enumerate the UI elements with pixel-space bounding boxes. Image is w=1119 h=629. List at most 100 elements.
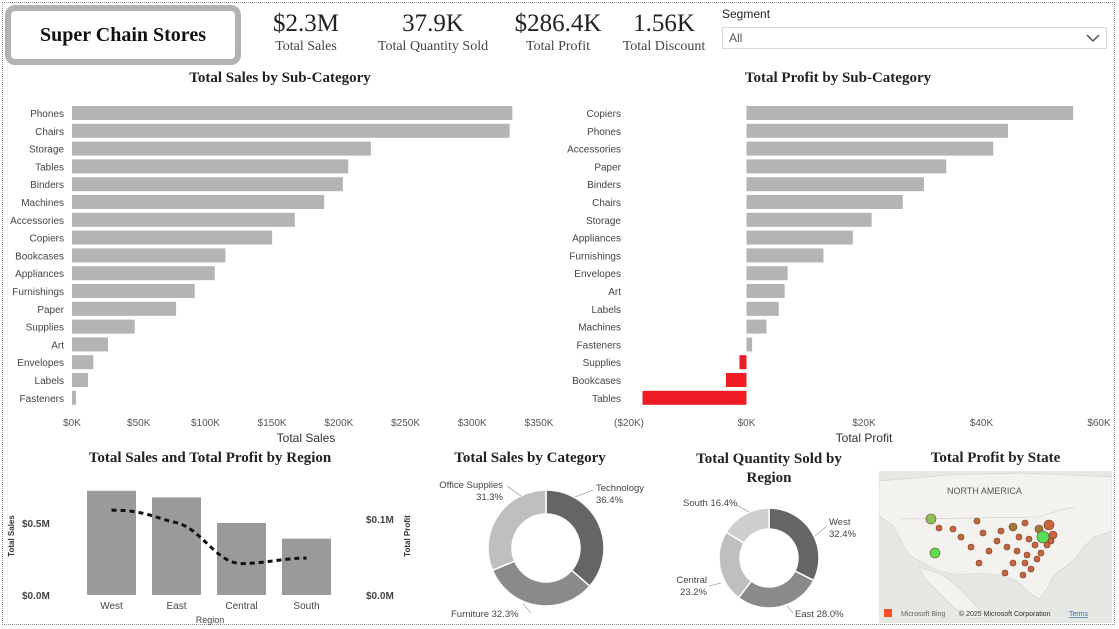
- state-bubble: [1047, 537, 1055, 545]
- x-tick-label: $350K: [525, 418, 554, 429]
- slice-label: Furniture 32.3%: [451, 609, 519, 620]
- category-label: Binders: [30, 180, 64, 191]
- x-tick-label: $20K: [852, 418, 876, 429]
- category-label: Accessories: [10, 216, 64, 227]
- bar: [72, 230, 273, 245]
- bar: [72, 266, 215, 281]
- x-tick-label: ($20K): [614, 418, 644, 429]
- state-bubble: [1008, 522, 1018, 532]
- segment-value: All: [729, 31, 743, 45]
- bar: [746, 266, 788, 281]
- category-label: Storage: [586, 216, 621, 227]
- bar: [746, 123, 1008, 138]
- profit-line: [111, 508, 307, 566]
- region-label: West: [100, 601, 123, 612]
- y-axis-title: Total Sales: [7, 515, 16, 557]
- bar: [72, 212, 295, 227]
- bar: [746, 248, 824, 263]
- bar: [739, 355, 747, 370]
- bar: [72, 319, 135, 334]
- state-bubble: [1043, 541, 1051, 549]
- land-mass: [879, 472, 1112, 600]
- bar: [72, 301, 177, 316]
- state-bubble: [949, 525, 957, 533]
- chart-title-region: Total Sales and Total Profit by Region: [88, 450, 332, 466]
- bar: [72, 141, 371, 156]
- bar: [746, 195, 903, 209]
- category-label: Furnishings: [569, 251, 621, 262]
- leader-line: [736, 504, 750, 513]
- category-label: Accessories: [567, 145, 621, 156]
- state-bubble: [975, 559, 983, 567]
- chart-title-profit-subcat: Total Profit by Sub-Category: [744, 70, 932, 86]
- state-bubble: [1025, 535, 1033, 543]
- bar: [746, 212, 872, 227]
- x-tick-label: $60K: [1087, 418, 1111, 429]
- kpi-value: $2.3M: [273, 10, 339, 37]
- kpi-total-sales: $2.3M Total Sales: [262, 9, 350, 55]
- state-bubble: [1033, 555, 1041, 563]
- kpi-total-discount: 1.56K Total Discount: [618, 9, 710, 55]
- region-bar: [152, 497, 201, 595]
- slice-label: Technology: [596, 483, 644, 494]
- state-bubble: [1015, 533, 1023, 541]
- dashboard-title: Super Chain Stores: [5, 5, 241, 65]
- region-bar: [87, 490, 136, 595]
- kpi-value: 1.56K: [633, 10, 695, 37]
- donut-slice: [768, 507, 820, 582]
- state-bubbles: [925, 513, 1058, 579]
- x-axis-title: Total Sales: [277, 431, 336, 445]
- map-terms-link[interactable]: Terms: [1069, 611, 1089, 618]
- profit-by-state-map[interactable]: NORTH AMERICA Microsoft Bing © 2025 Micr…: [879, 471, 1112, 623]
- category-label: Envelopes: [17, 358, 64, 369]
- donut-slice: [725, 507, 770, 545]
- category-label: Chairs: [592, 198, 621, 209]
- x-tick-label: $0K: [738, 418, 756, 429]
- category-label: Supplies: [26, 323, 64, 334]
- chart-title-profit-state: Total Profit by State: [930, 450, 1061, 466]
- category-label: Furnishings: [12, 287, 64, 298]
- usa-border-line: [900, 506, 1076, 520]
- leader-line: [814, 525, 828, 537]
- segment-dropdown[interactable]: All: [722, 27, 1107, 49]
- map-region-label: NORTH AMERICA: [947, 486, 1022, 496]
- x-tick-label: $300K: [458, 418, 487, 429]
- kpi-label: Total Sales: [275, 39, 337, 54]
- bar: [746, 106, 1074, 120]
- slice-label: East 28.0%: [795, 609, 844, 620]
- state-bubble: [935, 524, 943, 532]
- map-canvas: NORTH AMERICA Microsoft Bing © 2025 Micr…: [879, 472, 1112, 620]
- y2-tick-label: $0.1M: [366, 515, 394, 526]
- profit-by-subcategory-chart: Copiers Phones Accessories Paper Binders Chai…: [567, 106, 1111, 445]
- state-bubble: [1003, 543, 1011, 551]
- x-axis-title: Region: [196, 615, 225, 625]
- slice-value: 23.2%: [680, 587, 707, 598]
- bar: [725, 373, 747, 387]
- bar: [72, 177, 343, 192]
- region-label: South: [293, 601, 319, 612]
- state-bubble: [1036, 530, 1050, 544]
- donut-slice: [718, 531, 753, 599]
- bing-attribution: Microsoft Bing: [901, 611, 945, 618]
- bar: [746, 319, 767, 334]
- state-bubble: [1021, 559, 1029, 567]
- x-tick-label: $150K: [258, 418, 287, 429]
- chart-title-qty-region: Total Quantity Sold by Region: [696, 451, 842, 486]
- region-label: Central: [225, 601, 257, 612]
- category-label: Envelopes: [574, 269, 621, 280]
- segment-slicer: Segment All: [722, 7, 1107, 49]
- x-tick-label: $40K: [970, 418, 994, 429]
- y2-axis-title: Total Profit: [403, 515, 412, 557]
- state-bubble: [957, 533, 965, 541]
- map-copyright: © 2025 Microsoft Corporation: [959, 610, 1051, 618]
- kpi-value: 37.9K: [402, 10, 464, 37]
- kpi-total-quantity: 37.9K Total Quantity Sold: [372, 9, 494, 55]
- state-bubble: [1027, 565, 1035, 573]
- x-axis-title: Total Profit: [836, 431, 893, 445]
- category-label: Chairs: [35, 127, 64, 138]
- chart-title-sales-subcat: Total Sales by Sub-Category: [189, 70, 371, 86]
- sales-profit-region-chart: West East Central South $0.0M $0.5M $0.0M $0.1M…: [7, 490, 412, 625]
- category-label: Fasteners: [577, 340, 621, 351]
